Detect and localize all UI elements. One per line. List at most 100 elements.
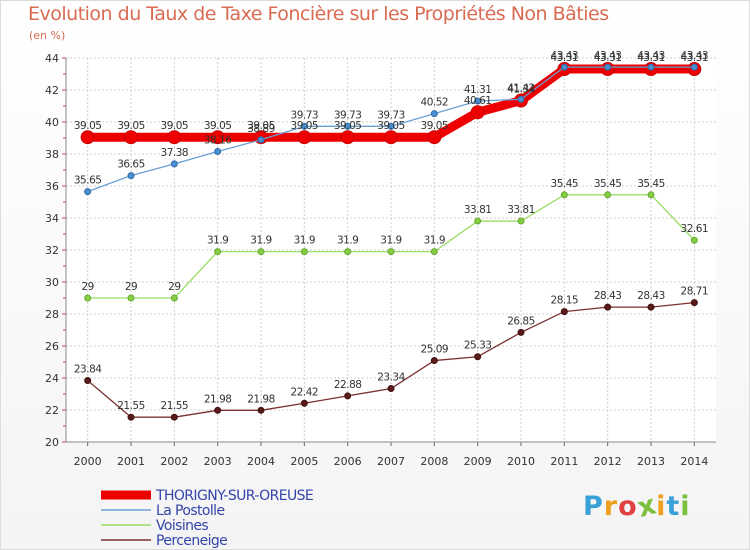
data-point-voisines bbox=[84, 294, 92, 302]
data-label-perceneige: 28.15 bbox=[551, 295, 579, 307]
data-label-voisines: 35.45 bbox=[594, 178, 622, 190]
data-point-la-postolle bbox=[127, 172, 135, 180]
data-label-thorigny-sur-oreuse: 39.05 bbox=[247, 120, 275, 132]
data-label-perceneige: 28.43 bbox=[594, 290, 622, 302]
x-tick-label: 2001 bbox=[117, 455, 145, 468]
data-point-perceneige bbox=[560, 308, 568, 316]
y-tick-label: 30 bbox=[45, 276, 59, 289]
legend-label-perceneige: Perceneige bbox=[156, 533, 227, 549]
data-point-la-postolle bbox=[344, 122, 352, 130]
data-point-thorigny-sur-oreuse bbox=[167, 130, 182, 145]
data-label-thorigny-sur-oreuse: 40.61 bbox=[464, 95, 492, 107]
data-point-la-postolle bbox=[690, 63, 698, 71]
data-label-voisines: 31.9 bbox=[294, 235, 315, 247]
data-point-voisines bbox=[257, 248, 265, 256]
data-point-thorigny-sur-oreuse bbox=[384, 130, 398, 145]
data-label-thorigny-sur-oreuse: 39.05 bbox=[161, 120, 189, 132]
data-point-thorigny-sur-oreuse bbox=[124, 130, 138, 145]
data-label-perceneige: 28.71 bbox=[681, 286, 709, 298]
x-tick-label: 2002 bbox=[160, 455, 188, 468]
data-label-thorigny-sur-oreuse: 43.31 bbox=[551, 52, 579, 64]
data-label-la-postolle: 39.73 bbox=[377, 109, 405, 121]
x-tick-label: 2003 bbox=[204, 455, 232, 468]
data-point-la-postolle bbox=[84, 188, 92, 196]
data-label-voisines: 31.9 bbox=[337, 235, 358, 247]
y-tick-label: 28 bbox=[45, 308, 59, 321]
data-label-voisines: 31.9 bbox=[424, 235, 445, 247]
data-point-voisines bbox=[690, 236, 698, 244]
x-tick-label: 2011 bbox=[550, 455, 578, 468]
data-point-voisines bbox=[127, 294, 135, 302]
data-point-perceneige bbox=[300, 399, 308, 407]
data-label-la-postolle: 43.43 bbox=[594, 50, 622, 62]
data-label-voisines: 33.81 bbox=[507, 204, 535, 216]
data-label-perceneige: 21.55 bbox=[117, 400, 145, 412]
data-point-voisines bbox=[170, 294, 178, 302]
x-tick-label: 2006 bbox=[334, 455, 362, 468]
data-point-perceneige bbox=[517, 328, 525, 336]
data-label-la-postolle: 40.52 bbox=[421, 97, 449, 109]
data-label-perceneige: 26.85 bbox=[507, 315, 535, 327]
legend-label-la-postolle: La Postolle bbox=[156, 503, 224, 519]
x-tick-label: 2009 bbox=[464, 455, 492, 468]
data-label-voisines: 31.9 bbox=[380, 235, 401, 247]
data-label-voisines: 31.9 bbox=[250, 235, 271, 247]
data-point-perceneige bbox=[170, 413, 178, 421]
x-tick-label: 2007 bbox=[377, 455, 405, 468]
data-label-thorigny-sur-oreuse: 39.05 bbox=[204, 120, 232, 132]
data-point-la-postolle bbox=[647, 63, 655, 71]
y-tick-label: 38 bbox=[45, 148, 59, 161]
data-label-la-postolle: 43.43 bbox=[551, 50, 579, 62]
logo-letter: t bbox=[666, 491, 681, 522]
data-label-thorigny-sur-oreuse: 41.34 bbox=[507, 84, 535, 96]
data-point-la-postolle bbox=[474, 97, 482, 105]
y-tick-label: 36 bbox=[45, 180, 59, 193]
y-tick-label: 44 bbox=[45, 52, 59, 65]
proxiti-logo: Proxiti bbox=[583, 489, 691, 524]
x-tick-label: 2008 bbox=[420, 455, 448, 468]
y-tick-label: 24 bbox=[45, 372, 59, 385]
data-label-la-postolle: 38.89 bbox=[247, 123, 275, 135]
data-point-voisines bbox=[517, 217, 525, 225]
data-point-perceneige bbox=[344, 392, 352, 400]
x-tick-label: 2005 bbox=[290, 455, 318, 468]
data-label-perceneige: 21.55 bbox=[161, 400, 189, 412]
data-label-la-postolle: 35.65 bbox=[74, 175, 102, 187]
data-point-perceneige bbox=[387, 385, 395, 393]
data-point-voisines bbox=[647, 191, 655, 199]
data-label-la-postolle: 41.31 bbox=[464, 84, 492, 96]
data-point-thorigny-sur-oreuse bbox=[427, 130, 442, 145]
data-label-thorigny-sur-oreuse: 39.05 bbox=[377, 120, 405, 132]
data-label-thorigny-sur-oreuse: 43.31 bbox=[594, 52, 622, 64]
legend-label-voisines: Voisines bbox=[156, 518, 208, 534]
data-label-thorigny-sur-oreuse: 39.05 bbox=[421, 120, 449, 132]
y-tick-label: 20 bbox=[45, 436, 59, 449]
data-point-thorigny-sur-oreuse bbox=[80, 130, 95, 145]
x-tick-label: 2010 bbox=[507, 455, 535, 468]
data-label-thorigny-sur-oreuse: 43.31 bbox=[637, 52, 665, 64]
data-label-perceneige: 21.98 bbox=[204, 393, 232, 405]
x-tick-label: 2013 bbox=[637, 455, 665, 468]
data-point-la-postolle bbox=[214, 147, 222, 155]
data-label-voisines: 29 bbox=[81, 281, 93, 293]
logo-letter: i bbox=[656, 491, 667, 522]
data-label-perceneige: 21.98 bbox=[247, 393, 275, 405]
data-point-thorigny-sur-oreuse bbox=[470, 105, 485, 120]
data-point-voisines bbox=[430, 248, 438, 256]
y-tick-label: 42 bbox=[45, 84, 59, 97]
data-label-voisines: 35.45 bbox=[551, 178, 579, 190]
data-point-la-postolle bbox=[387, 122, 395, 130]
data-point-perceneige bbox=[430, 357, 438, 365]
y-tick-label: 40 bbox=[45, 116, 59, 129]
logo-letter: i bbox=[680, 491, 691, 522]
data-label-la-postolle: 38.16 bbox=[204, 134, 232, 146]
data-label-perceneige: 28.43 bbox=[637, 290, 665, 302]
data-label-perceneige: 25.09 bbox=[421, 344, 449, 356]
data-label-la-postolle: 37.38 bbox=[161, 147, 189, 159]
y-tick-label: 32 bbox=[45, 244, 59, 257]
data-point-la-postolle bbox=[560, 63, 568, 71]
data-label-thorigny-sur-oreuse: 39.05 bbox=[74, 120, 102, 132]
data-label-voisines: 29 bbox=[168, 281, 180, 293]
data-label-voisines: 32.61 bbox=[681, 223, 709, 235]
